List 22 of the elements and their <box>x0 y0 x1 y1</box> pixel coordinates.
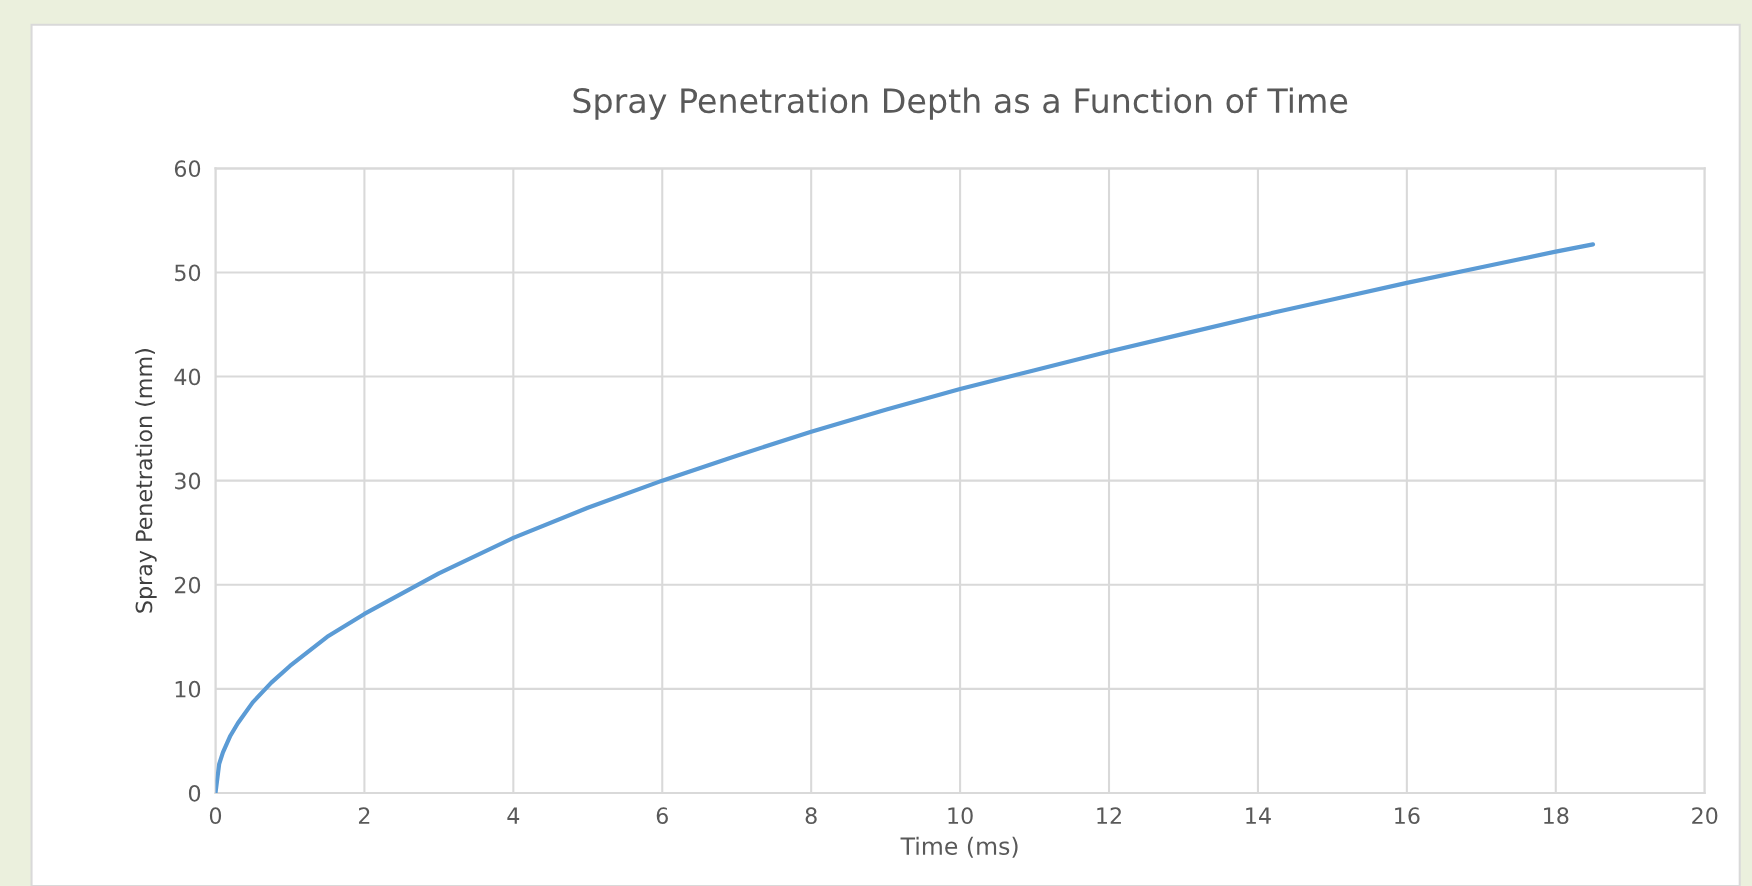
y-axis-title: Spray Penetration (mm) <box>135 349 157 613</box>
x-tick-label: 8 <box>805 807 817 825</box>
x-tick-label: 4 <box>507 807 520 824</box>
x-tick-label: 18 <box>1544 807 1569 825</box>
x-tick-label: 6 <box>656 807 668 825</box>
x-tick-label: 16 <box>1395 807 1420 825</box>
x-tick-label: 2 <box>358 807 370 824</box>
x-axis-title: Time (ms) <box>900 836 1018 858</box>
x-tick-label: 0 <box>209 807 222 825</box>
x-tick-label: 12 <box>1097 807 1121 824</box>
y-tick-label: 0 <box>188 784 201 802</box>
y-tick-label: 10 <box>175 680 201 698</box>
y-tick-label: 30 <box>175 472 201 490</box>
y-tick-label: 20 <box>174 576 201 594</box>
chart-title: Spray Penetration Depth as a Function of Time <box>573 87 1348 120</box>
x-tick-label: 14 <box>1246 807 1271 824</box>
y-tick-label: 40 <box>174 368 201 386</box>
line-series <box>215 242 1596 793</box>
x-tick-label: 20 <box>1692 807 1718 825</box>
y-tick-label: 50 <box>175 264 201 282</box>
y-tick-label: 60 <box>174 160 201 178</box>
x-tick-label: 10 <box>948 807 973 825</box>
